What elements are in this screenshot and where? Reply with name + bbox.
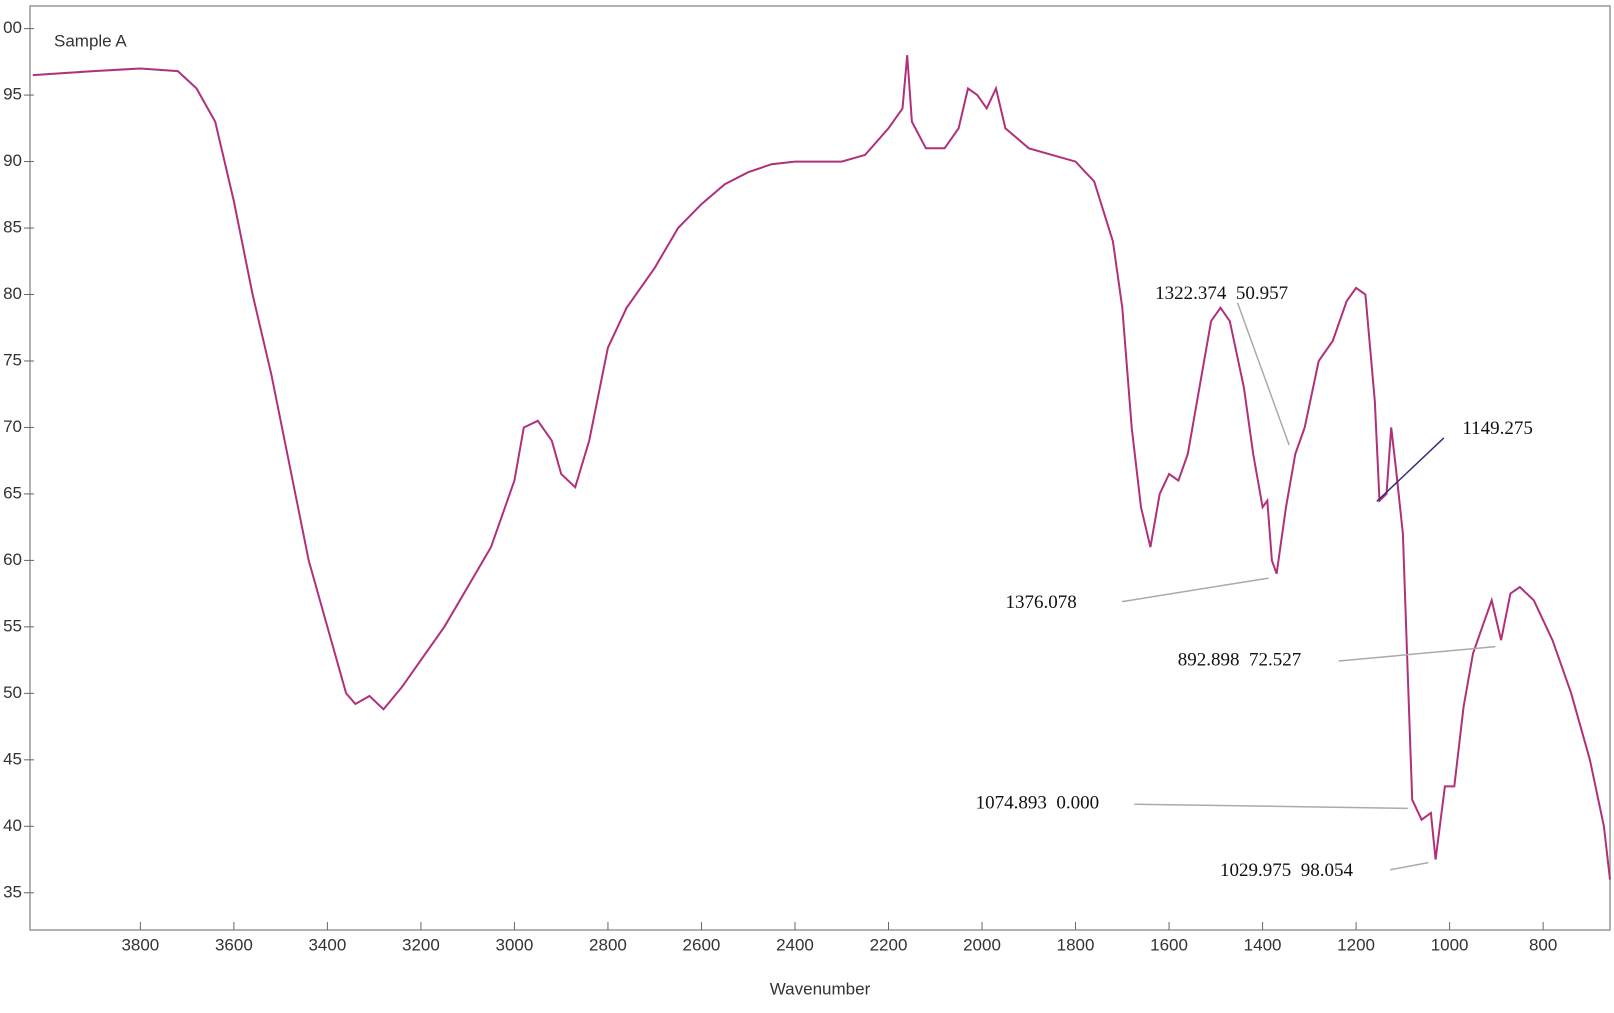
annotation: 1074.893 0.000	[976, 793, 1100, 814]
x-tick-label: 1600	[1150, 935, 1188, 954]
x-tick-label: 3200	[402, 935, 440, 954]
plot-frame	[29, 5, 1611, 931]
annotation: 1029.975 98.054	[1220, 860, 1354, 881]
x-tick-label: 2400	[776, 935, 814, 954]
y-tick-label: 50	[3, 683, 22, 702]
y-tick-label: 00	[3, 18, 22, 37]
y-tick-label: 70	[3, 417, 22, 436]
annotation: 892.898 72.527	[1178, 649, 1302, 670]
annotation-leader	[1121, 577, 1269, 603]
y-tick-label: 80	[3, 284, 22, 303]
x-tick-label: 3000	[496, 935, 534, 954]
annotation-leader	[1236, 302, 1290, 446]
y-tick-label: 95	[3, 85, 22, 104]
x-tick-label: 1400	[1244, 935, 1282, 954]
annotation-leader	[1390, 861, 1429, 871]
y-tick-label: 65	[3, 483, 22, 502]
x-tick-label: 3800	[121, 935, 159, 954]
annotation-leader	[1376, 437, 1445, 502]
x-tick-label: 3600	[215, 935, 253, 954]
x-axis-title: Wavenumber	[770, 979, 871, 998]
y-tick-label: 45	[3, 749, 22, 768]
y-tick-label: 35	[3, 882, 22, 901]
annotation: 1149.275	[1462, 418, 1533, 439]
x-tick-label: 1000	[1431, 935, 1469, 954]
spectrum-line	[32, 55, 1611, 880]
x-tick-label: 3400	[308, 935, 346, 954]
annotation: 1376.078	[1006, 592, 1077, 613]
x-tick-label: 2000	[963, 935, 1001, 954]
x-tick-label: 2600	[683, 935, 721, 954]
legend-label: Sample A	[54, 31, 127, 50]
annotation-leader	[1134, 803, 1408, 810]
y-tick-label: 55	[3, 616, 22, 635]
annotation: 1322.374 50.957	[1155, 283, 1288, 304]
y-tick-label: 75	[3, 350, 22, 369]
x-tick-label: 800	[1529, 935, 1557, 954]
y-tick-label: 60	[3, 550, 22, 569]
x-tick-label: 1200	[1337, 935, 1375, 954]
x-tick-label: 2200	[870, 935, 908, 954]
y-tick-label: 90	[3, 151, 22, 170]
y-tick-label: 40	[3, 816, 22, 835]
x-tick-label: 1800	[1057, 935, 1095, 954]
x-tick-label: 2800	[589, 935, 627, 954]
y-tick-label: 85	[3, 218, 22, 237]
annotation-leader	[1338, 645, 1496, 662]
